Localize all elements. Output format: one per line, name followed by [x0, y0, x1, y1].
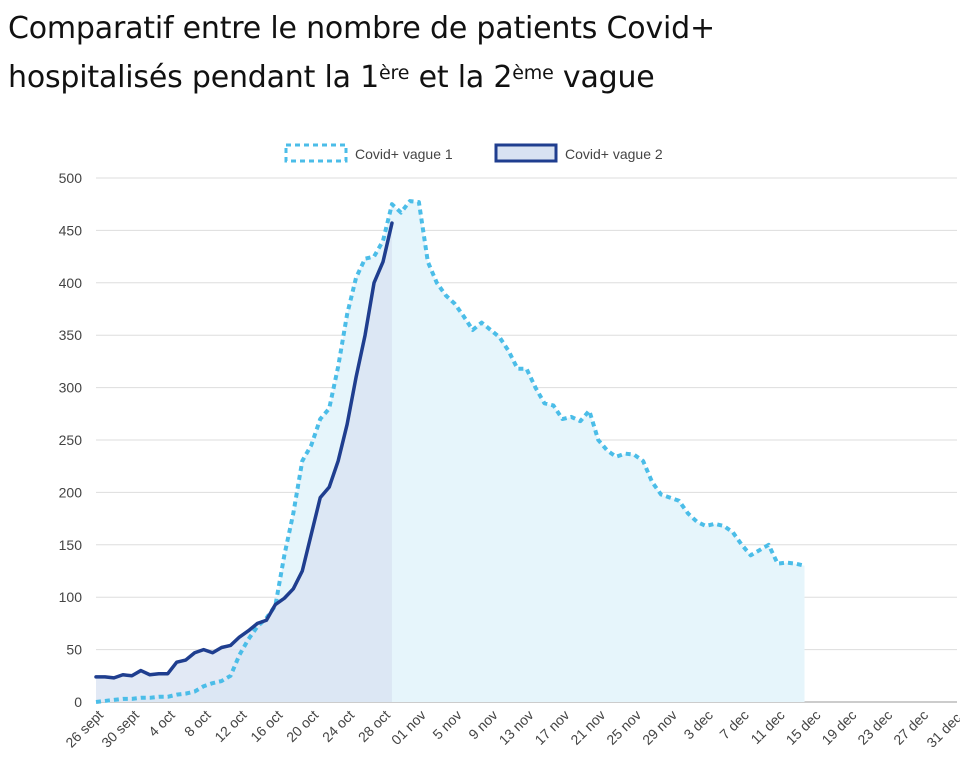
x-tick-label: 4 oct	[145, 707, 178, 740]
x-tick-label: 20 oct	[283, 707, 321, 745]
x-tick-label: 12 oct	[211, 707, 249, 745]
y-tick-label: 500	[59, 170, 83, 186]
x-tick-label: 16 oct	[247, 707, 285, 745]
x-tick-label: 28 oct	[355, 707, 393, 745]
series-vague2-area	[96, 223, 392, 702]
y-tick-label: 350	[59, 327, 83, 343]
y-tick-label: 150	[59, 537, 83, 553]
x-tick-label: 7 dec	[716, 707, 752, 743]
x-tick-label: 23 dec	[854, 707, 895, 748]
y-tick-label: 300	[59, 380, 83, 396]
x-tick-label: 26 sept	[62, 707, 106, 751]
y-tick-label: 250	[59, 432, 83, 448]
x-tick-label: 21 nov	[567, 707, 608, 748]
title-line-1: Comparatif entre le nombre de patients C…	[8, 11, 715, 46]
y-tick-label: 50	[66, 642, 82, 658]
x-tick-label: 5 nov	[429, 707, 465, 743]
title-superscript-1: ère	[379, 62, 410, 84]
series-vague1-line	[95, 199, 805, 704]
x-tick-label: 3 dec	[680, 707, 716, 743]
legend-swatch-vague2	[494, 143, 558, 163]
legend-label-vague1: Covid+ vague 1	[355, 146, 453, 162]
y-tick-label: 100	[59, 589, 83, 605]
y-tick-label: 0	[74, 694, 82, 710]
y-tick-label: 400	[59, 275, 83, 291]
y-tick-label: 200	[59, 484, 83, 500]
x-tick-label: 29 nov	[639, 707, 680, 748]
x-tick-label: 17 nov	[531, 707, 572, 748]
series-vague2-line	[94, 221, 394, 680]
x-tick-label: 13 nov	[496, 707, 537, 748]
x-tick-label: 11 dec	[747, 707, 787, 747]
x-tick-label: 01 nov	[388, 707, 429, 748]
y-tick-label: 450	[59, 222, 83, 238]
chart-title: Comparatif entre le nombre de patients C…	[8, 4, 715, 102]
legend-swatch-vague1	[284, 143, 348, 163]
legend-label-vague2: Covid+ vague 2	[565, 146, 663, 162]
title-part-a: hospitalisés pendant la 1	[8, 60, 380, 95]
title-part-b: et la 2	[409, 60, 513, 95]
x-tick-label: 8 oct	[181, 707, 214, 740]
x-tick-label: 30 sept	[98, 707, 142, 751]
x-tick-label: 15 dec	[783, 707, 824, 748]
x-tick-label: 25 nov	[603, 707, 644, 748]
title-superscript-2: ème	[512, 62, 554, 84]
x-tick-label: 19 dec	[818, 707, 859, 748]
title-part-c: vague	[553, 60, 655, 95]
x-tick-label: 31 dec.	[923, 707, 960, 751]
x-tick-label: 24 oct	[319, 707, 357, 745]
series-vague1-area	[96, 201, 805, 702]
title-line-2: hospitalisés pendant la 1ère et la 2ème …	[8, 53, 715, 102]
